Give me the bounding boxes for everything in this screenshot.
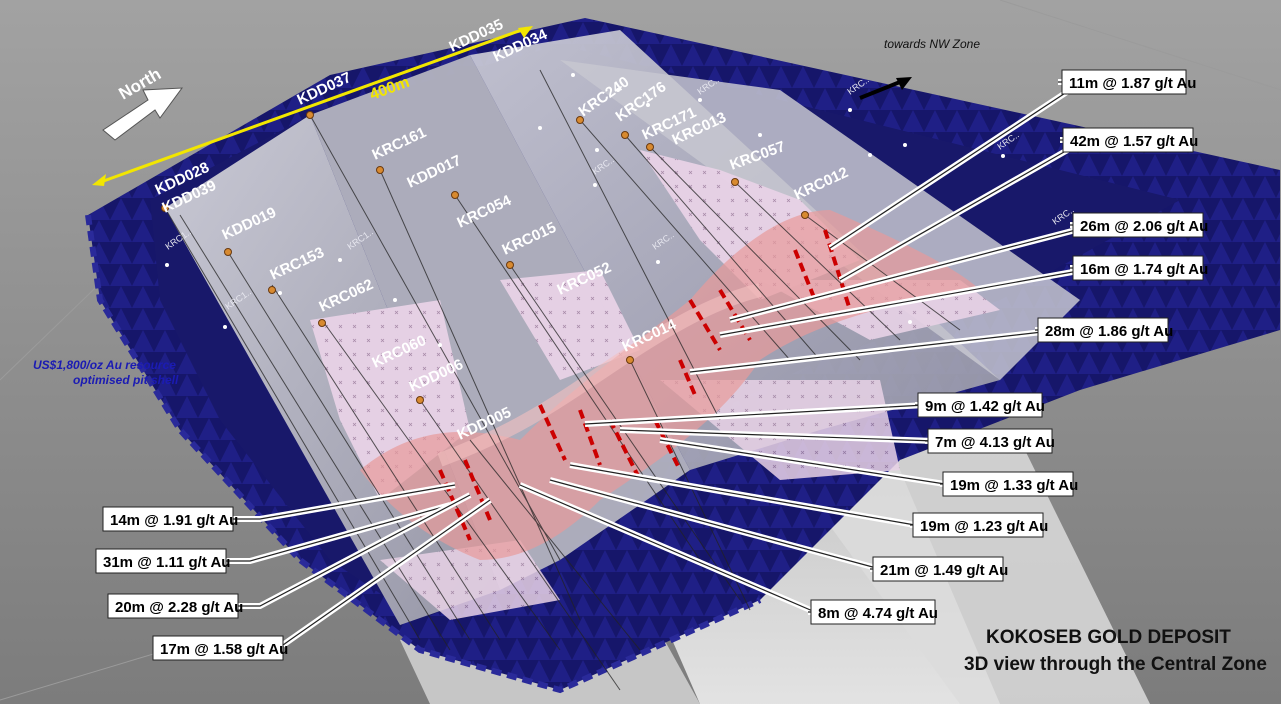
callout-box: 9m @ 1.42 g/t Au [918, 393, 1045, 417]
callout-label: 42m @ 1.57 g/t Au [1070, 133, 1198, 150]
callout-box: 17m @ 1.58 g/t Au [153, 636, 288, 660]
pit-label-line2: optimised pit shell [73, 373, 179, 387]
callout-box: 26m @ 2.06 g/t Au [1073, 213, 1208, 237]
callout-box: 31m @ 1.11 g/t Au [96, 549, 230, 573]
title-line2: 3D view through the Central Zone [964, 654, 1267, 675]
callout-label: 14m @ 1.91 g/t Au [110, 512, 238, 529]
callout-label: 17m @ 1.58 g/t Au [160, 641, 288, 658]
callout-box: 19m @ 1.33 g/t Au [943, 472, 1078, 496]
callout-label: 19m @ 1.33 g/t Au [950, 477, 1078, 494]
callout-label: 7m @ 4.13 g/t Au [935, 434, 1055, 451]
callout-label: 28m @ 1.86 g/t Au [1045, 323, 1173, 340]
callout-label: 11m @ 1.87 g/t Au [1069, 75, 1196, 92]
callout-box: 14m @ 1.91 g/t Au [103, 507, 238, 531]
callout-box: 42m @ 1.57 g/t Au [1063, 128, 1198, 152]
callout-label: 26m @ 2.06 g/t Au [1080, 218, 1208, 235]
callout-box: 16m @ 1.74 g/t Au [1073, 256, 1208, 280]
callout-box: 28m @ 1.86 g/t Au [1038, 318, 1173, 342]
callout-label: 9m @ 1.42 g/t Au [925, 398, 1045, 415]
callout-label: 8m @ 4.74 g/t Au [818, 605, 938, 622]
pit-label-line1: US$1,800/oz Au resource [33, 358, 176, 372]
callout-box: 7m @ 4.13 g/t Au [928, 429, 1055, 453]
callout-label: 19m @ 1.23 g/t Au [920, 518, 1048, 535]
callout-box: 19m @ 1.23 g/t Au [913, 513, 1048, 537]
callout-label: 31m @ 1.11 g/t Au [103, 554, 230, 571]
callout-box: 21m @ 1.49 g/t Au [873, 557, 1008, 581]
callout-box: 11m @ 1.87 g/t Au [1062, 70, 1196, 94]
callout-box: 20m @ 2.28 g/t Au [108, 594, 243, 618]
callout-label: 16m @ 1.74 g/t Au [1080, 261, 1208, 278]
nw-direction-label: towards NW Zone [884, 37, 980, 51]
callout-box: 8m @ 4.74 g/t Au [811, 600, 938, 624]
callout-label: 20m @ 2.28 g/t Au [115, 599, 243, 616]
callout-label: 21m @ 1.49 g/t Au [880, 562, 1008, 579]
title-line1: KOKOSEB GOLD DEPOSIT [986, 627, 1231, 648]
